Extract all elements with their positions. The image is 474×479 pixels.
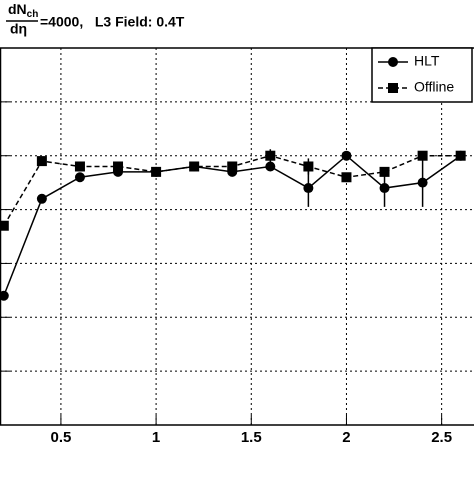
marker xyxy=(341,151,351,161)
marker xyxy=(37,194,47,204)
marker xyxy=(303,161,313,171)
title-text: =4000, L3 Field: 0.4T xyxy=(40,14,185,30)
x-tick-label: 2 xyxy=(342,429,350,446)
legend-marker xyxy=(388,57,398,67)
legend-label: HLT xyxy=(414,53,440,69)
x-tick-label: 0.5 xyxy=(50,429,71,446)
marker xyxy=(75,161,85,171)
plot-frame xyxy=(1,48,474,425)
marker xyxy=(75,172,85,182)
marker xyxy=(303,183,313,193)
legend: HLT Offline xyxy=(372,48,472,102)
marker xyxy=(380,167,390,177)
marker xyxy=(113,161,123,171)
marker xyxy=(380,183,390,193)
title: dNch dη =4000, L3 Field: 0.4T xyxy=(6,1,185,37)
legend-marker xyxy=(388,83,398,93)
marker xyxy=(189,161,199,171)
marker xyxy=(265,151,275,161)
title-denominator: dη xyxy=(10,21,27,37)
marker xyxy=(265,161,275,171)
marker xyxy=(37,156,47,166)
marker xyxy=(0,291,9,301)
x-tick-label: 1 xyxy=(152,429,160,446)
x-tick-label: 2.5 xyxy=(431,429,452,446)
title-numerator: dNch xyxy=(8,1,38,20)
legend-label: Offline xyxy=(414,79,454,95)
x-tick-label: 1.5 xyxy=(241,429,262,446)
marker xyxy=(456,151,466,161)
marker xyxy=(151,167,161,177)
marker xyxy=(227,161,237,171)
marker xyxy=(0,221,9,231)
marker xyxy=(418,151,428,161)
marker xyxy=(418,178,428,188)
marker xyxy=(341,172,351,182)
